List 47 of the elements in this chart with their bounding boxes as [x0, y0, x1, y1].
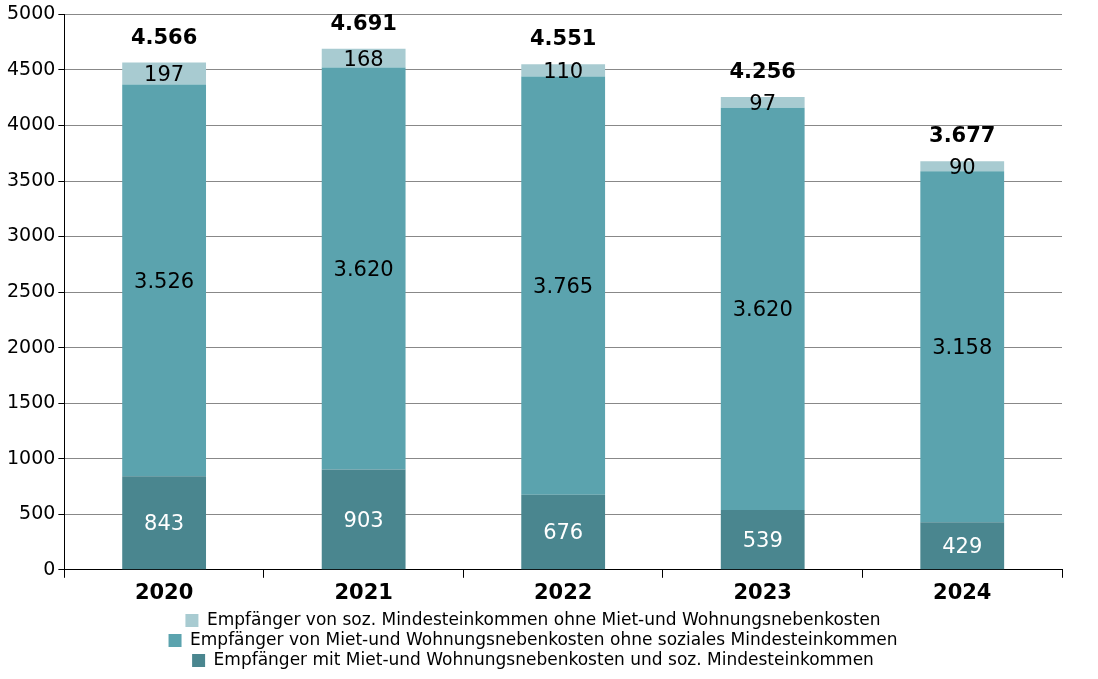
y-tick-label: 5000 — [6, 1, 56, 24]
y-tick-label: 1500 — [6, 390, 56, 413]
bar — [521, 494, 606, 570]
data-label: 3.765 — [533, 274, 594, 299]
data-label: 903 — [343, 507, 384, 532]
data-label: 90 — [948, 154, 976, 179]
data-label: 97 — [749, 90, 777, 115]
total-label: 4.566 — [130, 24, 198, 49]
data-label: 3.620 — [333, 256, 394, 281]
y-tick-label: 4000 — [6, 112, 56, 135]
y-tick-label: 0 — [43, 556, 56, 579]
data-label: 843 — [144, 511, 185, 536]
y-tick-label: 3000 — [6, 223, 56, 246]
y-tick-label: 2500 — [6, 279, 56, 302]
data-label: 3.526 — [134, 268, 195, 293]
total-label: 4.691 — [330, 10, 397, 35]
x-tick-label: 2024 — [933, 579, 992, 604]
total-label: 4.551 — [529, 26, 597, 51]
data-label: 539 — [742, 528, 783, 553]
bar — [321, 67, 406, 470]
data-label: 197 — [144, 62, 185, 86]
bar — [321, 469, 406, 570]
total-label: 4.256 — [729, 59, 796, 83]
total-label: 3.677 — [929, 123, 996, 148]
y-tick-label: 3500 — [6, 167, 56, 190]
data-label: 168 — [343, 46, 384, 71]
y-tick-label: 500 — [19, 501, 56, 524]
legend-label: Empfänger mit Miet-und Wohnungsnebenkosten und soz. Mindesteinkommen — [213, 648, 874, 669]
y-tick-label: 2000 — [6, 334, 56, 357]
data-label: 429 — [942, 534, 983, 559]
bar — [122, 476, 207, 570]
data-label: 3.620 — [732, 297, 793, 322]
x-tick-label: 2021 — [334, 579, 393, 604]
y-tick-label: 4500 — [6, 56, 56, 79]
bar — [521, 76, 606, 495]
bar — [122, 84, 207, 477]
data-label: 110 — [543, 58, 584, 83]
data-label: 3.158 — [932, 335, 993, 360]
legend-label: Empfänger von Miet-und Wohnungsnebenkosten ohne soziales Mindesteinkommen — [190, 628, 898, 649]
data-label: 676 — [543, 520, 584, 545]
legend-label: Empfänger von soz. Mindesteinkommen ohne Miet-und Wohnungsnebenkosten — [206, 608, 881, 629]
y-tick-label: 1000 — [6, 445, 56, 468]
bar — [720, 509, 805, 570]
x-tick-label: 2023 — [733, 579, 792, 604]
x-tick-label: 2020 — [134, 579, 194, 604]
x-tick-label: 2022 — [533, 579, 593, 604]
bar — [920, 522, 1005, 570]
